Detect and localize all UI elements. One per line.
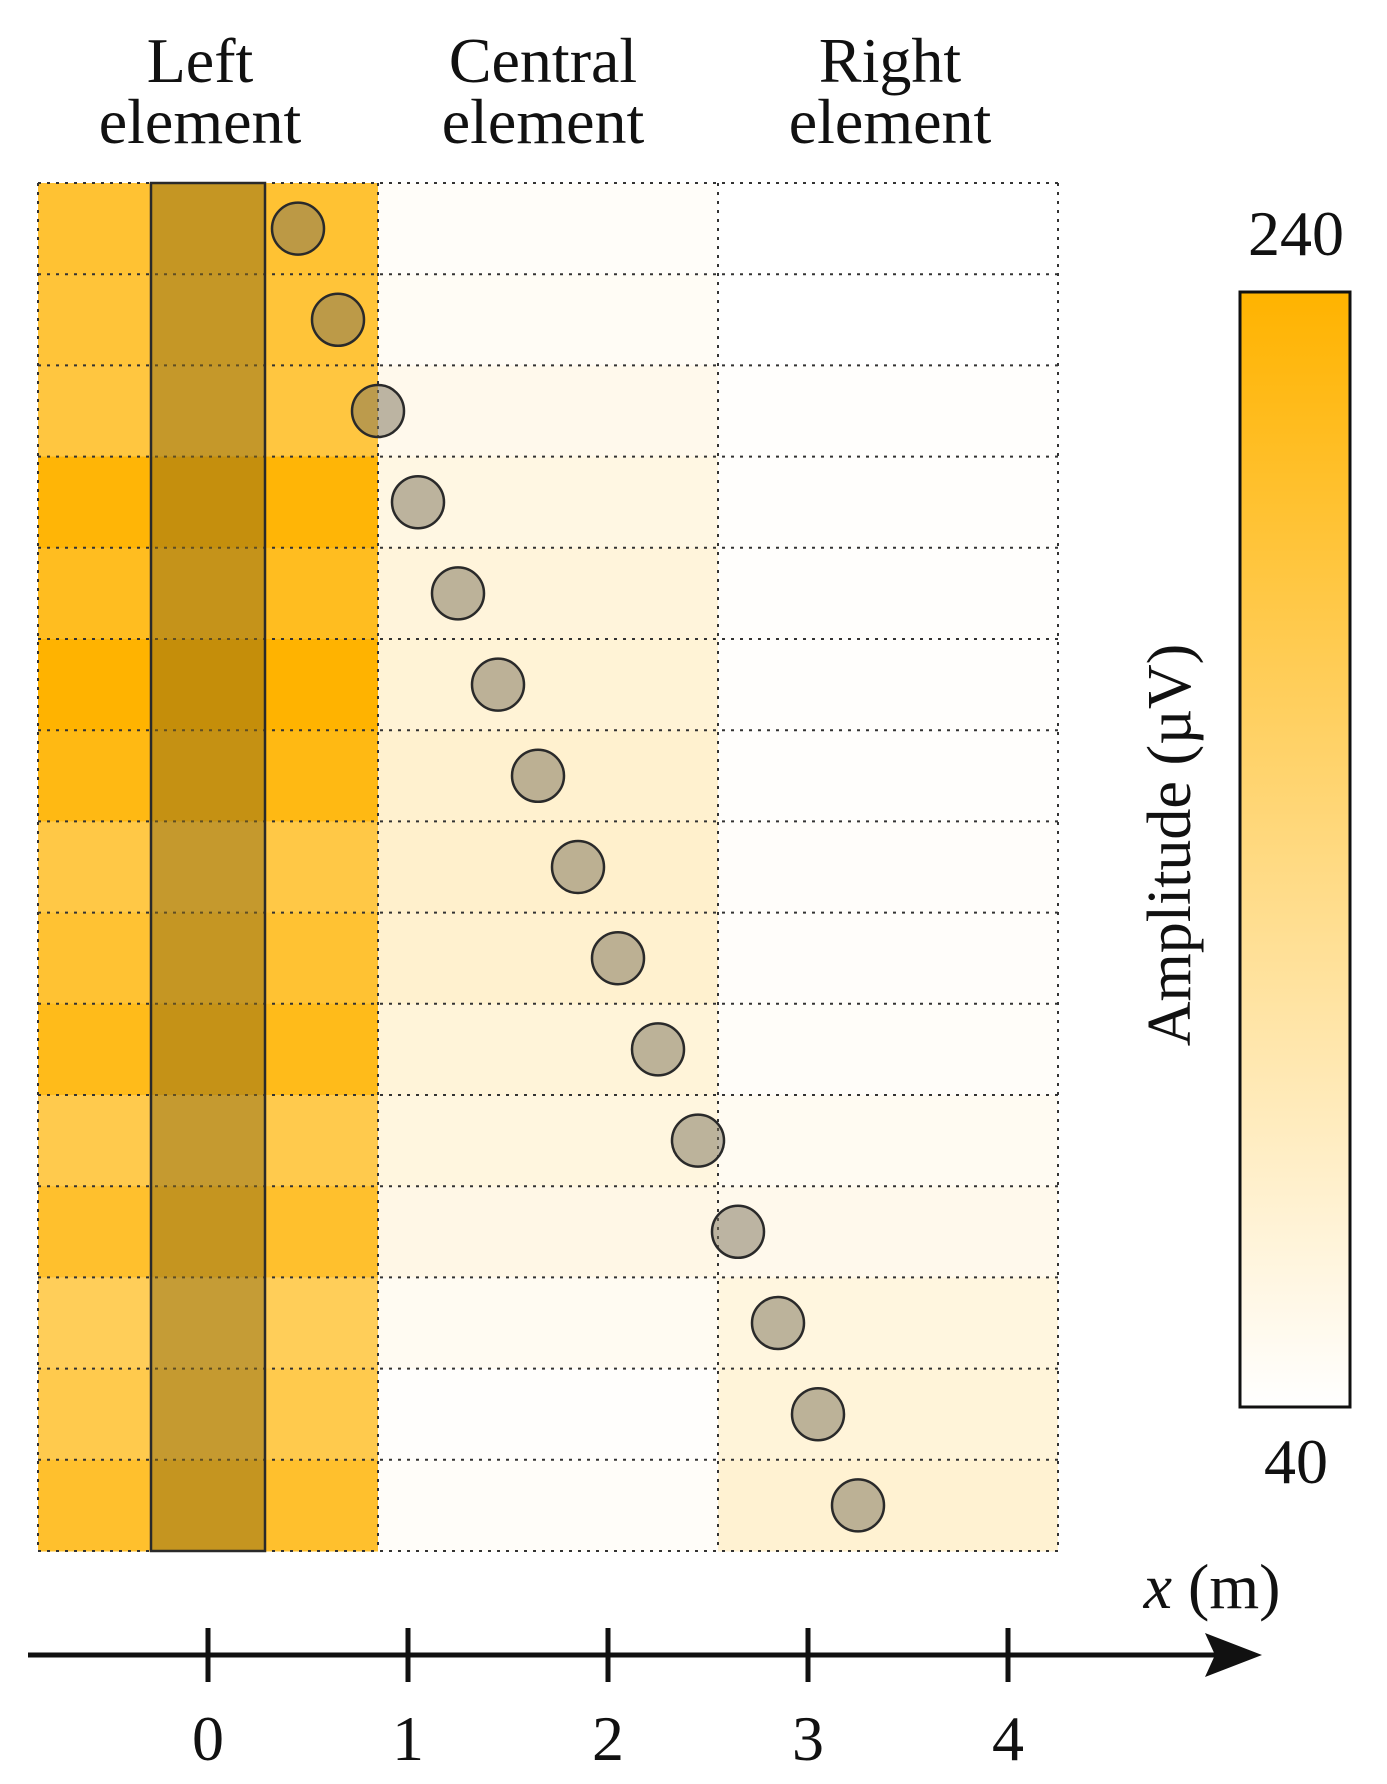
heatmap-cell bbox=[718, 1186, 1058, 1278]
heatmap-cell bbox=[378, 1186, 718, 1278]
heatmap-cell bbox=[718, 274, 1058, 366]
heatmap-cell bbox=[378, 547, 718, 640]
trajectory-marker bbox=[470, 657, 526, 712]
trajectory-marker bbox=[550, 839, 606, 895]
heatmap-cell bbox=[718, 1368, 1058, 1461]
heatmap-cell bbox=[718, 1459, 1058, 1552]
colorbar-min-label: 40 bbox=[1264, 1426, 1328, 1497]
heatmap-cell bbox=[718, 183, 1058, 275]
x-axis-ticks: 0 1 2 3 4 bbox=[192, 1628, 1024, 1774]
column-header-left-line1: Left bbox=[147, 25, 254, 96]
x-axis-label-variable: x bbox=[1143, 1551, 1172, 1622]
trajectory-markers bbox=[270, 201, 886, 1533]
heatmap-cell bbox=[378, 1095, 718, 1187]
trajectory-marker bbox=[310, 292, 366, 348]
x-tick-label: 3 bbox=[792, 1703, 824, 1774]
colorbar-title: Amplitude (µV) bbox=[1136, 644, 1204, 1047]
heatmap-cell bbox=[378, 183, 718, 275]
trajectory-marker bbox=[510, 748, 566, 804]
column-header-right-line2: element bbox=[789, 86, 992, 157]
heatmap-cell bbox=[718, 912, 1058, 1005]
x-tick-label: 0 bbox=[192, 1703, 224, 1774]
heatmap-cell bbox=[378, 1459, 718, 1552]
heatmap-cell bbox=[718, 1003, 1058, 1096]
column-headers: Left element Central element Right eleme… bbox=[99, 25, 992, 157]
heatmap-cell bbox=[718, 730, 1058, 822]
trajectory-marker bbox=[390, 474, 446, 530]
heatmap-cell bbox=[718, 365, 1058, 458]
trajectory-marker bbox=[710, 1204, 766, 1260]
heatmap-cell bbox=[718, 547, 1058, 640]
column-header-central-line1: Central bbox=[449, 25, 637, 96]
trajectory-marker bbox=[590, 930, 646, 986]
heatmap-cell bbox=[378, 1368, 718, 1461]
heatmap-cells bbox=[38, 183, 1058, 1552]
trajectory-marker bbox=[350, 383, 406, 439]
heatmap-cell bbox=[378, 912, 718, 1005]
heatmap-cell bbox=[378, 365, 718, 458]
heatmap-cell bbox=[718, 639, 1058, 731]
heatmap-cell bbox=[378, 1277, 718, 1370]
colorbar-gradient bbox=[1238, 290, 1352, 1409]
colorbar-max-label: 240 bbox=[1248, 198, 1344, 269]
column-header-central-line2: element bbox=[442, 86, 645, 157]
trajectory-marker bbox=[270, 201, 326, 256]
heatmap-cell bbox=[378, 821, 718, 914]
heatmap-cell bbox=[718, 1095, 1058, 1187]
x-axis-arrowhead bbox=[1205, 1633, 1262, 1677]
colorbar: 240 40 Amplitude (µV) bbox=[1136, 198, 1352, 1497]
x-axis: x (m) 0 1 2 3 4 bbox=[28, 1551, 1280, 1774]
trajectory-marker bbox=[790, 1386, 846, 1442]
heatmap-cell bbox=[378, 639, 718, 731]
highlight-bar-rect bbox=[149, 181, 267, 1553]
trajectory-marker bbox=[670, 1113, 726, 1168]
x-tick-label: 1 bbox=[392, 1703, 424, 1774]
column-header-right-line1: Right bbox=[819, 25, 961, 96]
highlight-bar bbox=[149, 181, 267, 1553]
x-tick-label: 2 bbox=[592, 1703, 624, 1774]
heatmap-cell bbox=[718, 456, 1058, 549]
x-axis-label: x (m) bbox=[1143, 1551, 1281, 1622]
heatmap-cell bbox=[378, 274, 718, 366]
x-axis-label-unit: (m) bbox=[1172, 1551, 1280, 1622]
heatmap-cell bbox=[718, 821, 1058, 914]
trajectory-marker bbox=[430, 566, 486, 621]
trajectory-marker bbox=[830, 1478, 886, 1533]
column-header-left-line2: element bbox=[99, 86, 302, 157]
x-tick-label: 4 bbox=[992, 1703, 1024, 1774]
trajectory-marker bbox=[750, 1295, 806, 1351]
trajectory-marker bbox=[630, 1022, 686, 1077]
